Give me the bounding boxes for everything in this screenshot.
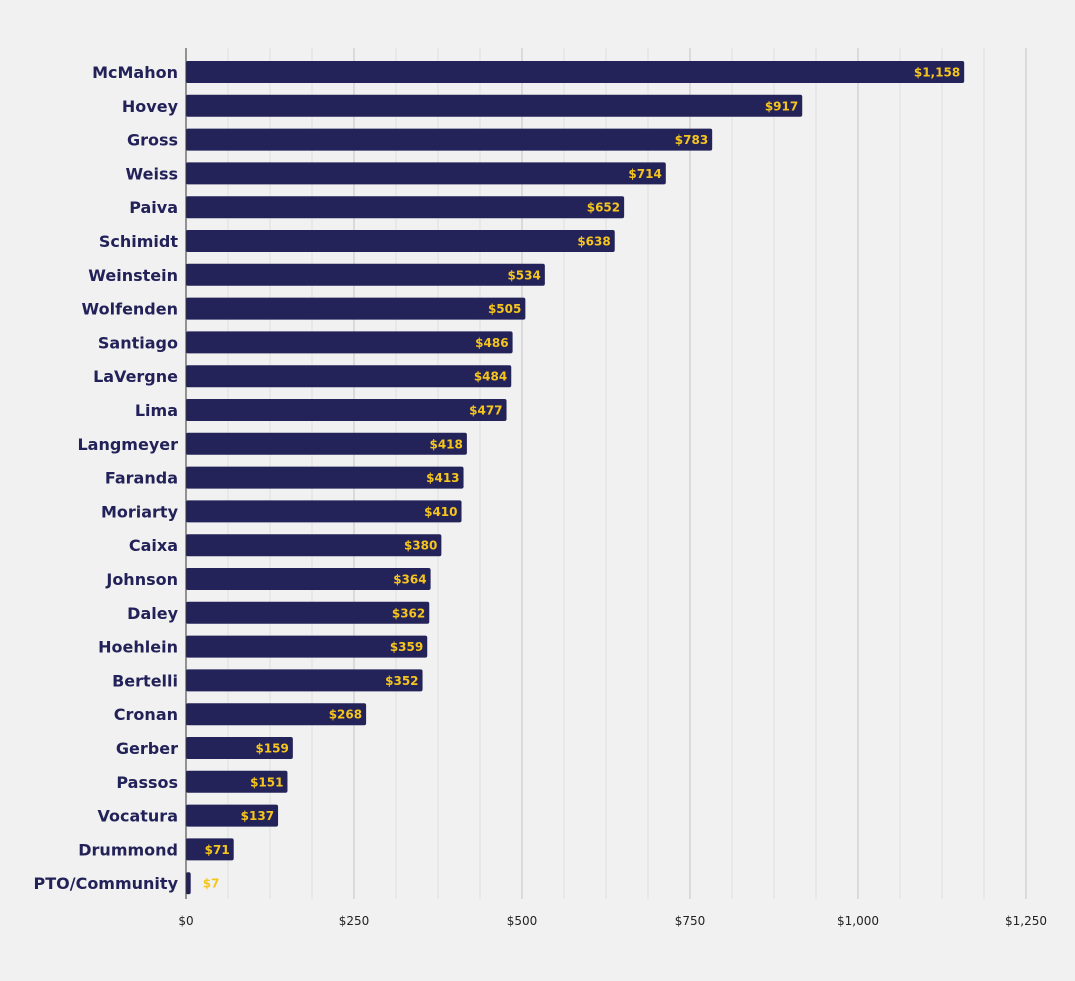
category-label: Caixa <box>129 536 178 555</box>
bar <box>186 297 526 320</box>
value-label: $151 <box>250 775 283 789</box>
bar <box>186 770 288 793</box>
bar <box>186 399 507 421</box>
category-label: Passos <box>116 773 178 792</box>
category-label: Cronan <box>114 705 178 724</box>
bar <box>186 635 428 658</box>
value-label: $1,158 <box>914 66 960 80</box>
category-label: Hoehlein <box>98 638 178 657</box>
category-label: Langmeyer <box>77 435 178 454</box>
bar <box>186 737 293 759</box>
bar <box>186 500 462 523</box>
value-label: $71 <box>205 843 230 857</box>
bar <box>186 872 191 895</box>
bar <box>186 568 431 590</box>
x-tick-label: $250 <box>339 914 370 928</box>
value-label: $783 <box>675 133 708 147</box>
bar <box>186 804 279 827</box>
value-label: $364 <box>393 573 426 587</box>
value-label: $380 <box>404 539 437 553</box>
category-label: Johnson <box>105 570 178 589</box>
value-label: $359 <box>390 640 423 654</box>
bar <box>186 669 423 692</box>
bar <box>186 94 803 117</box>
value-label: $484 <box>474 370 507 384</box>
category-label: LaVergne <box>93 367 178 386</box>
value-label: $477 <box>469 404 502 418</box>
category-label: Vocatura <box>97 807 178 826</box>
category-label: Lima <box>135 401 178 420</box>
value-label: $352 <box>385 674 418 688</box>
value-label: $917 <box>765 99 798 113</box>
value-label: $268 <box>329 708 362 722</box>
category-label: Weiss <box>126 164 178 183</box>
value-label: $413 <box>426 471 459 485</box>
category-label: Faranda <box>105 469 178 488</box>
value-label: $137 <box>241 809 274 823</box>
bar <box>186 601 430 624</box>
x-tick-label: $0 <box>178 914 193 928</box>
category-label: Schimidt <box>99 232 178 251</box>
value-label: $638 <box>577 235 610 249</box>
value-label: $159 <box>255 742 288 756</box>
x-tick-label: $750 <box>675 914 706 928</box>
value-label: $652 <box>587 201 620 215</box>
value-label: $714 <box>628 167 661 181</box>
bar <box>186 230 615 252</box>
bar <box>186 263 545 286</box>
value-label: $362 <box>392 606 425 620</box>
category-label: Daley <box>127 604 178 623</box>
bar <box>186 196 625 219</box>
value-label: $505 <box>488 302 521 316</box>
category-label: Gerber <box>116 739 178 758</box>
x-tick-label: $1,250 <box>1005 914 1047 928</box>
category-label: PTO/Community <box>33 874 178 893</box>
bar <box>186 365 512 388</box>
bar <box>186 466 464 489</box>
value-label: $418 <box>429 437 462 451</box>
bar <box>186 838 234 861</box>
bar <box>186 128 713 151</box>
x-tick-label: $500 <box>507 914 538 928</box>
bar <box>186 61 965 83</box>
value-label: $486 <box>475 336 508 350</box>
bar <box>186 432 467 455</box>
value-label: $534 <box>507 268 540 282</box>
category-label: Weinstein <box>88 266 178 285</box>
category-label: Moriarty <box>101 502 179 521</box>
category-label: Drummond <box>78 840 178 859</box>
category-label: Hovey <box>122 97 179 116</box>
x-tick-label: $1,000 <box>837 914 879 928</box>
bar <box>186 534 442 557</box>
category-label: Wolfenden <box>82 300 178 319</box>
category-label: McMahon <box>92 63 178 82</box>
category-label: Gross <box>127 131 178 150</box>
bar <box>186 162 666 185</box>
value-label: $7 <box>203 877 220 891</box>
bar <box>186 331 513 354</box>
value-label: $410 <box>424 505 457 519</box>
category-label: Paiva <box>129 198 178 217</box>
category-label: Bertelli <box>112 671 178 690</box>
category-label: Santiago <box>98 333 178 352</box>
bar <box>186 703 367 726</box>
